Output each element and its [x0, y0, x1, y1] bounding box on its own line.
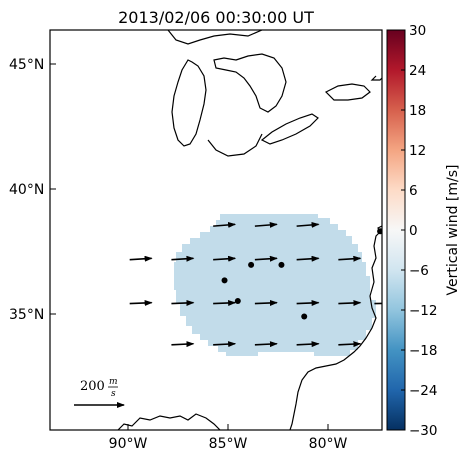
- colorbar-label: Vertical wind [m/s]: [445, 165, 461, 296]
- radar-station: [301, 313, 308, 320]
- gulf-coastline: [117, 413, 221, 430]
- colorbar-tick-label: −18: [409, 343, 438, 359]
- colorbar-tick-label: 6: [409, 183, 418, 199]
- scale-unit-numerator: m: [109, 377, 118, 387]
- scale-arrow-key: 200 m s: [74, 377, 125, 408]
- lon-label-90w: 90°W: [109, 436, 148, 452]
- colorbar-tick-label: 24: [409, 63, 426, 79]
- wind-vectors: [129, 221, 382, 348]
- wind-vector: [254, 255, 278, 262]
- colorbar-tick-label: −24: [409, 383, 438, 399]
- wind-vector: [171, 341, 195, 348]
- colorbar-tick-label: 12: [409, 143, 426, 159]
- wind-vector: [338, 341, 362, 348]
- colorbar-tick-label: −30: [409, 423, 438, 439]
- wind-vector: [213, 299, 237, 306]
- wind-vector: [213, 255, 237, 262]
- wind-vector: [254, 221, 278, 228]
- wind-vector: [213, 221, 237, 228]
- lon-label-80w: 80°W: [309, 436, 348, 452]
- lon-label-85w: 85°W: [209, 436, 248, 452]
- lat-label-35n: 35°N: [9, 307, 44, 323]
- map-frame: [49, 29, 383, 431]
- wind-vector: [296, 221, 320, 228]
- lake-ontario: [324, 83, 371, 101]
- colorbar-tick-label: 0: [409, 223, 418, 239]
- lat-label-40n: 40°N: [9, 182, 44, 198]
- lat-label-45n: 45°N: [9, 57, 44, 73]
- wind-vector: [254, 299, 278, 306]
- colorbar-tick-label: −6: [409, 263, 429, 279]
- st-lawrence-shore: [370, 75, 382, 81]
- colorbar: [387, 30, 405, 430]
- wind-vector: [296, 255, 320, 262]
- lake-michigan: [171, 59, 207, 147]
- colorbar-tick-label: 18: [409, 103, 426, 119]
- wind-vector: [338, 255, 362, 262]
- colorbar-tick-label: 30: [409, 23, 426, 39]
- wind-vector: [171, 255, 195, 262]
- michigan-peninsula: [207, 133, 263, 157]
- atlantic-coastline: [289, 225, 382, 430]
- wind-vector: [129, 255, 153, 262]
- colorbar-ticks: 30 24 18 12 6 0 −6 −12 −18 −24 −30: [401, 23, 438, 439]
- wind-vector: [296, 341, 320, 348]
- map-title: 2013/02/06 00:30:00 UT: [118, 8, 314, 27]
- wind-vector: [338, 299, 362, 306]
- wind-vector: [171, 299, 195, 306]
- wind-vector: [213, 341, 237, 348]
- wind-vector: [296, 299, 320, 306]
- radar-station: [221, 277, 228, 284]
- radar-station: [377, 228, 382, 235]
- radar-stations: [221, 228, 382, 320]
- map-ticks: [50, 63, 329, 430]
- lake-superior: [167, 30, 263, 45]
- wind-vector: [254, 341, 278, 348]
- scale-value: 200: [80, 379, 105, 394]
- lake-huron: [213, 53, 287, 113]
- radar-station: [278, 261, 285, 268]
- lake-erie: [260, 113, 319, 145]
- colorbar-tick-label: −12: [409, 303, 438, 319]
- radar-station: [234, 297, 241, 304]
- wind-vector: [129, 299, 153, 306]
- scale-unit-denominator: s: [111, 389, 116, 399]
- wind-field-region: [174, 214, 376, 356]
- map-area: [50, 30, 382, 430]
- radar-station: [248, 261, 255, 268]
